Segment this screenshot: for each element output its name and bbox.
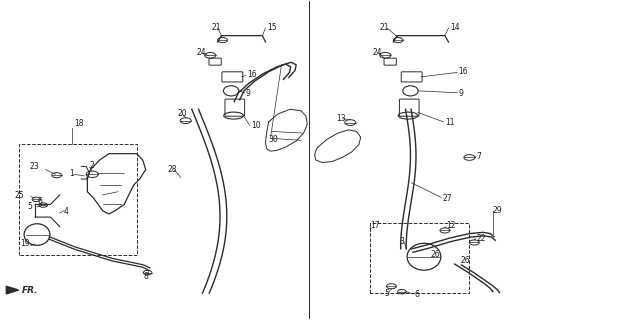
Text: 3: 3 [399,237,404,246]
Text: 26: 26 [430,250,440,259]
Text: 11: 11 [445,118,454,127]
Text: 15: 15 [267,23,276,32]
Text: 6: 6 [414,290,419,299]
Text: 12: 12 [446,221,455,230]
Text: 30: 30 [268,135,278,144]
Text: 13: 13 [336,114,346,123]
Text: 25: 25 [15,191,25,200]
Text: 6: 6 [37,197,42,206]
Text: 2: 2 [90,161,94,170]
Text: 24: 24 [373,48,382,57]
Text: 23: 23 [29,163,39,172]
Text: 24: 24 [197,48,206,57]
Text: 27: 27 [442,194,452,203]
Text: 1: 1 [69,169,73,178]
Text: 21: 21 [379,23,389,32]
Text: 16: 16 [458,67,468,76]
Polygon shape [6,286,19,294]
Text: 19: 19 [20,239,30,248]
Text: 5: 5 [384,289,389,298]
Text: 5: 5 [27,203,32,212]
Text: 8: 8 [144,272,149,281]
Text: 7: 7 [477,152,482,161]
Text: 9: 9 [458,89,463,98]
Text: 21: 21 [212,23,221,32]
Text: 16: 16 [247,70,257,79]
Text: 4: 4 [64,207,69,216]
Text: 9: 9 [246,89,251,98]
Text: 14: 14 [450,23,460,32]
Text: 28: 28 [167,165,176,174]
Text: 10: 10 [251,121,260,130]
Text: 18: 18 [74,119,83,128]
Text: 20: 20 [177,109,187,118]
Text: FR.: FR. [22,285,39,295]
Text: 17: 17 [370,220,379,229]
Text: 26: 26 [461,256,470,265]
Text: 29: 29 [493,206,502,215]
Text: 22: 22 [477,234,486,243]
